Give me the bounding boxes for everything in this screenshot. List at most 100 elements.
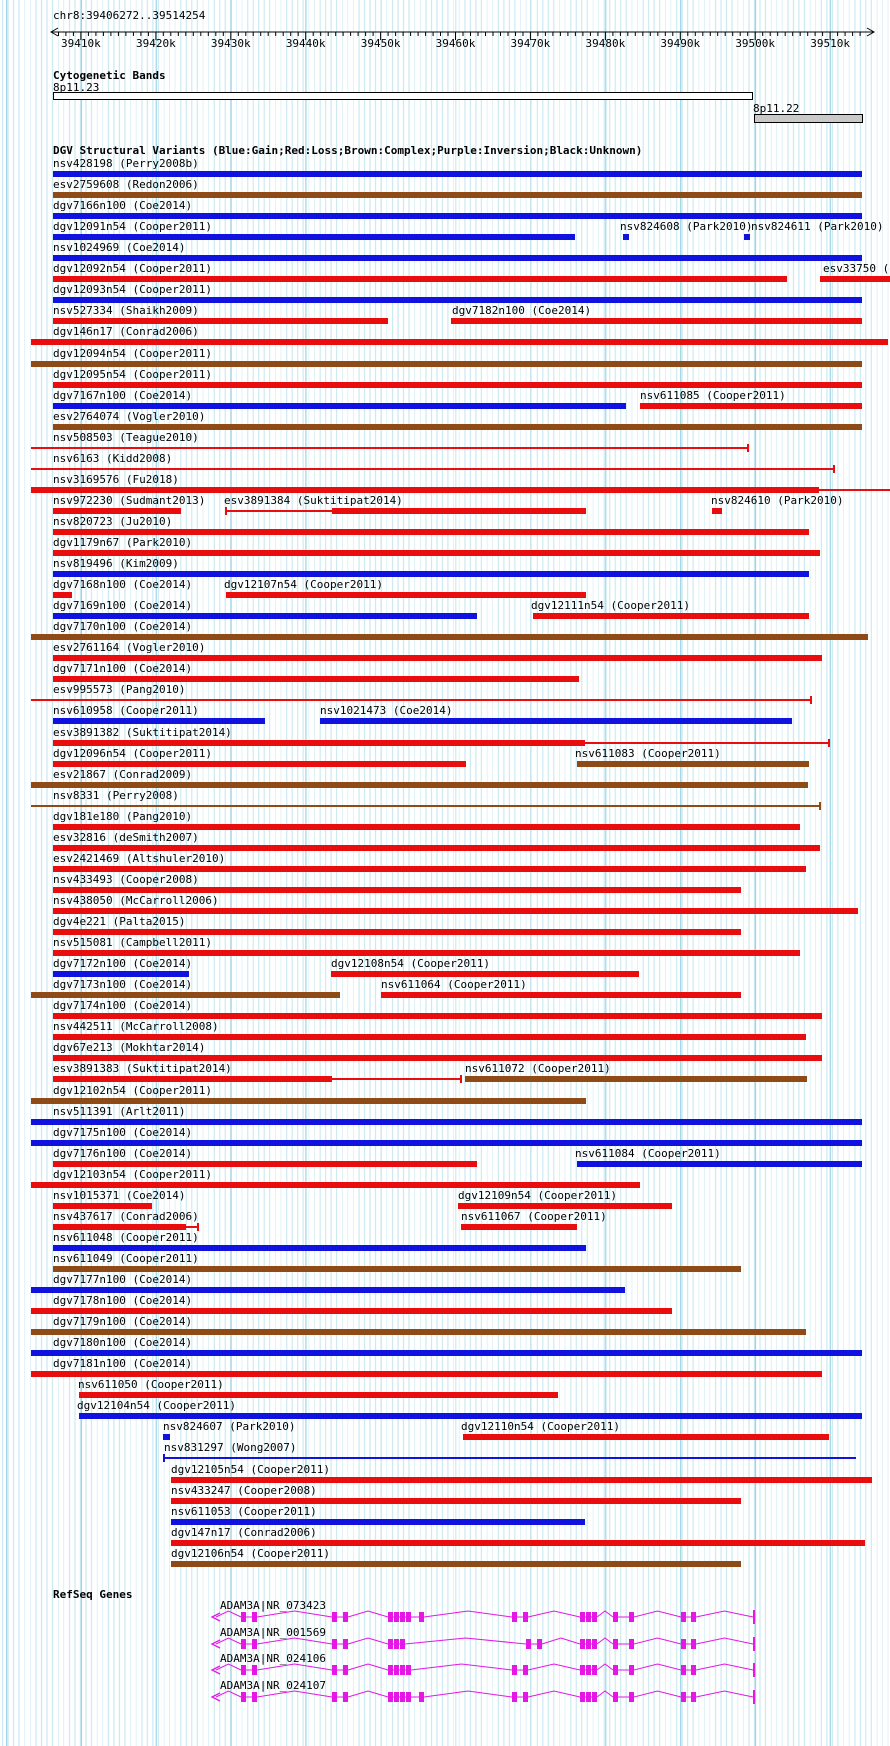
variant-label[interactable]: dgv7180n100 (Coe2014) (53, 1336, 193, 1349)
variant-label[interactable]: nsv611072 (Cooper2011) (465, 1062, 611, 1075)
variant-bar[interactable] (31, 992, 340, 998)
variant-label[interactable]: nsv824611 (Park2010) (751, 220, 884, 233)
variant-label[interactable]: nsv824607 (Park2010) (163, 1420, 296, 1433)
variant-bar[interactable] (31, 1119, 862, 1125)
variant-bar[interactable] (744, 234, 750, 240)
variant-label[interactable]: esv3891384 (Suktitipat2014) (224, 494, 403, 507)
variant-bar[interactable] (171, 1498, 741, 1504)
variant-label[interactable]: nsv611067 (Cooper2011) (461, 1210, 607, 1223)
variant-bar[interactable] (53, 424, 862, 430)
variant-label[interactable]: dgv67e213 (Mokhtar2014) (53, 1041, 206, 1054)
variant-bar[interactable] (226, 592, 586, 598)
variant-bar[interactable] (171, 1477, 872, 1483)
variant-label[interactable]: esv3891383 (Suktitipat2014) (53, 1062, 232, 1075)
gene-label[interactable]: ADAM3A|NR_024107 (220, 1679, 326, 1692)
variant-label[interactable]: dgv12108n54 (Cooper2011) (331, 957, 490, 970)
variant-label[interactable]: esv2764074 (Vogler2010) (53, 410, 206, 423)
variant-label[interactable]: nsv611064 (Cooper2011) (381, 978, 527, 991)
variant-bar[interactable] (451, 318, 862, 324)
variant-label[interactable]: dgv12092n54 (Cooper2011) (53, 262, 212, 275)
variant-label[interactable]: dgv146n17 (Conrad2006) (53, 325, 199, 338)
variant-bar[interactable] (31, 782, 808, 788)
variant-bar[interactable] (53, 1245, 586, 1251)
variant-label[interactable]: dgv1179n67 (Park2010) (53, 536, 193, 549)
variant-label[interactable]: nsv824610 (Park2010) (711, 494, 844, 507)
variant-label[interactable]: nsv442511 (McCarroll2008) (53, 1020, 219, 1033)
variant-label[interactable]: dgv7168n100 (Coe2014) (53, 578, 193, 591)
variant-label[interactable]: dgv7166n100 (Coe2014) (53, 199, 193, 212)
variant-line[interactable] (31, 468, 834, 470)
variant-bar[interactable] (53, 824, 800, 830)
variant-label[interactable]: nsv515081 (Campbell2011) (53, 936, 212, 949)
variant-bar[interactable] (31, 1329, 806, 1335)
variant-label[interactable]: esv2761164 (Vogler2010) (53, 641, 206, 654)
variant-bar[interactable] (79, 1413, 862, 1419)
variant-bar[interactable] (533, 613, 809, 619)
variant-label[interactable]: nsv511391 (Arlt2011) (53, 1105, 186, 1118)
variant-label[interactable]: esv2759608 (Redon2006) (53, 178, 199, 191)
variant-bar[interactable] (53, 403, 626, 409)
variant-bar[interactable] (31, 1287, 625, 1293)
variant-label[interactable]: nsv527334 (Shaikh2009) (53, 304, 199, 317)
variant-label[interactable]: esv21867 (Conrad2009) (53, 768, 193, 781)
variant-bar[interactable] (31, 1350, 862, 1356)
variant-label[interactable]: nsv433493 (Cooper2008) (53, 873, 199, 886)
gene-model[interactable] (0, 1636, 890, 1654)
variant-bar[interactable] (53, 1055, 822, 1061)
variant-bar[interactable] (53, 192, 862, 198)
variant-label[interactable]: dgv7174n100 (Coe2014) (53, 999, 193, 1012)
variant-label[interactable]: nsv820723 (Ju2010) (53, 515, 173, 528)
variant-line[interactable] (186, 1226, 198, 1228)
variant-label[interactable]: dgv4e221 (Palta2015) (53, 915, 186, 928)
variant-label[interactable]: dgv12105n54 (Cooper2011) (171, 1463, 330, 1476)
variant-bar[interactable] (53, 1034, 806, 1040)
variant-bar[interactable] (53, 234, 575, 240)
variant-bar[interactable] (577, 761, 809, 767)
variant-bar[interactable] (53, 297, 862, 303)
variant-bar[interactable] (461, 1224, 577, 1230)
variant-bar[interactable] (332, 508, 586, 514)
variant-label[interactable]: nsv611083 (Cooper2011) (575, 747, 721, 760)
variant-bar[interactable] (171, 1540, 865, 1546)
variant-label[interactable]: dgv7167n100 (Coe2014) (53, 389, 193, 402)
variant-label[interactable]: dgv7169n100 (Coe2014) (53, 599, 193, 612)
variant-label[interactable]: dgv12107n54 (Cooper2011) (224, 578, 383, 591)
variant-bar[interactable] (31, 1371, 822, 1377)
variant-label[interactable]: nsv3169576 (Fu2018) (53, 473, 179, 486)
variant-label[interactable]: dgv7181n100 (Coe2014) (53, 1357, 193, 1370)
variant-label[interactable]: dgv12103n54 (Cooper2011) (53, 1168, 212, 1181)
variant-label[interactable]: dgv12106n54 (Cooper2011) (171, 1547, 330, 1560)
variant-bar[interactable] (331, 971, 639, 977)
variant-bar[interactable] (53, 613, 477, 619)
variant-label[interactable]: dgv12094n54 (Cooper2011) (53, 347, 212, 360)
variant-bar[interactable] (53, 382, 862, 388)
variant-bar[interactable] (53, 529, 809, 535)
variant-line[interactable] (164, 1457, 856, 1459)
variant-bar[interactable] (171, 1519, 585, 1525)
variant-bar[interactable] (53, 508, 181, 514)
variant-bar[interactable] (53, 1266, 741, 1272)
variant-label[interactable]: nsv508503 (Teague2010) (53, 431, 199, 444)
variant-label[interactable]: dgv7173n100 (Coe2014) (53, 978, 193, 991)
gene-label[interactable]: ADAM3A|NR_001569 (220, 1626, 326, 1639)
variant-label[interactable]: nsv611050 (Cooper2011) (78, 1378, 224, 1391)
variant-bar[interactable] (79, 1392, 558, 1398)
variant-label[interactable]: dgv7178n100 (Coe2014) (53, 1294, 193, 1307)
variant-label[interactable]: dgv7170n100 (Coe2014) (53, 620, 193, 633)
variant-label[interactable]: nsv8331 (Perry2008) (53, 789, 179, 802)
variant-bar[interactable] (53, 276, 787, 282)
variant-bar[interactable] (577, 1161, 862, 1167)
variant-bar[interactable] (53, 655, 822, 661)
variant-label[interactable]: nsv1024969 (Coe2014) (53, 241, 186, 254)
variant-bar[interactable] (53, 761, 466, 767)
variant-bar[interactable] (31, 1098, 586, 1104)
variant-label[interactable]: nsv6163 (Kidd2008) (53, 452, 173, 465)
variant-bar[interactable] (163, 1434, 170, 1440)
variant-bar[interactable] (53, 887, 741, 893)
variant-label[interactable]: nsv610958 (Cooper2011) (53, 704, 199, 717)
variant-bar[interactable] (53, 1076, 332, 1082)
variant-label[interactable]: nsv438050 (McCarroll2006) (53, 894, 219, 907)
variant-bar[interactable] (53, 1224, 186, 1230)
variant-label[interactable]: esv33750 (deS (823, 262, 890, 275)
variant-line[interactable] (226, 510, 332, 512)
